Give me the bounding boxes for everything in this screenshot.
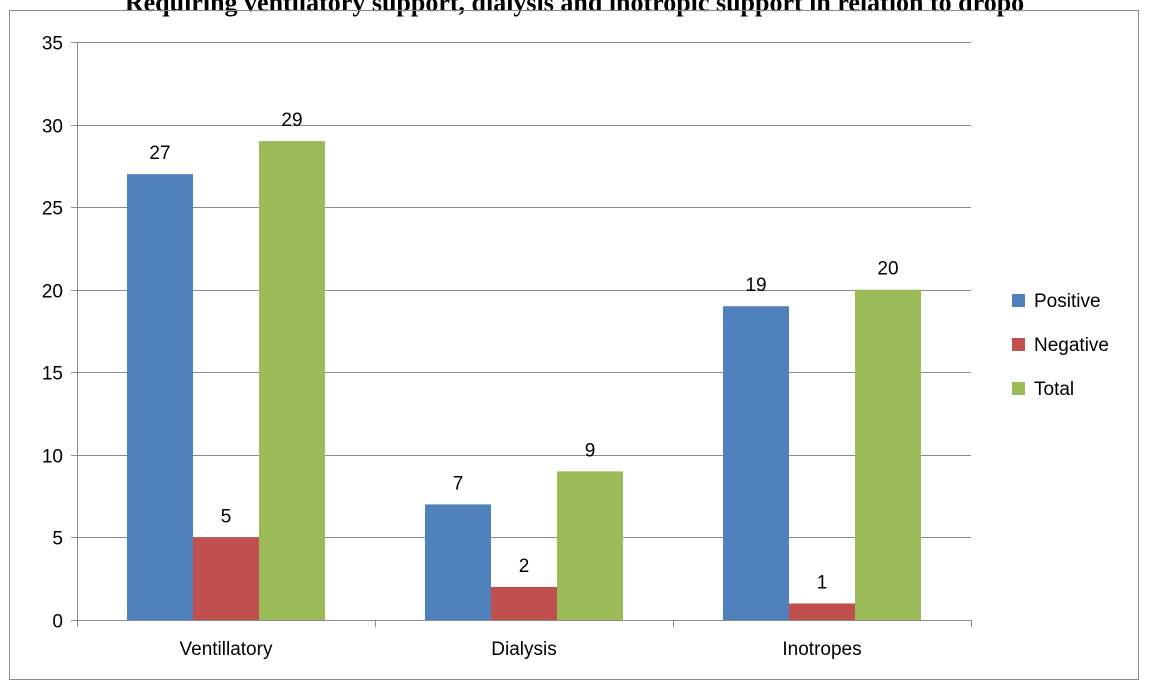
y-tick-label: 25 [42, 199, 63, 220]
y-tick-label: 15 [42, 364, 63, 385]
legend-label: Positive [1034, 291, 1101, 312]
data-label: 7 [453, 473, 464, 494]
data-label: 27 [149, 143, 170, 164]
data-label: 5 [221, 506, 232, 527]
bar-total [259, 141, 325, 621]
y-tick-label: 0 [52, 612, 63, 633]
chart-title: Requiring ventilatory support, dialysis … [124, 0, 1025, 17]
data-label: 9 [585, 440, 596, 461]
bar-negative [789, 603, 855, 620]
y-tick-label: 30 [42, 117, 63, 138]
bar-negative [491, 586, 557, 620]
bar-positive [425, 504, 491, 620]
y-tick-label: 35 [42, 34, 63, 55]
bar-negative [193, 537, 259, 620]
bar-positive [127, 174, 193, 620]
x-tick-label: Dialysis [491, 639, 556, 660]
legend: Positive Negative Total [1012, 291, 1109, 400]
legend-swatch-total [1012, 382, 1025, 395]
data-label: 2 [519, 556, 530, 577]
legend-label: Negative [1034, 335, 1109, 356]
legend-swatch-positive [1012, 294, 1025, 307]
legend-swatch-negative [1012, 338, 1025, 351]
bar-positive [723, 306, 789, 620]
data-label: 20 [877, 259, 898, 280]
y-tick-label: 10 [42, 447, 63, 468]
y-tick-label: 5 [52, 529, 63, 550]
legend-label: Total [1034, 379, 1074, 400]
data-label: 19 [745, 275, 766, 296]
gridlines [77, 42, 971, 538]
y-tick-label: 20 [42, 282, 63, 303]
data-label: 1 [817, 572, 828, 593]
bar-total [557, 471, 623, 620]
x-tick-label: Inotropes [782, 639, 861, 660]
x-tick-label: Ventillatory [180, 639, 273, 660]
bar-total [855, 289, 921, 620]
data-label: 29 [281, 110, 302, 131]
